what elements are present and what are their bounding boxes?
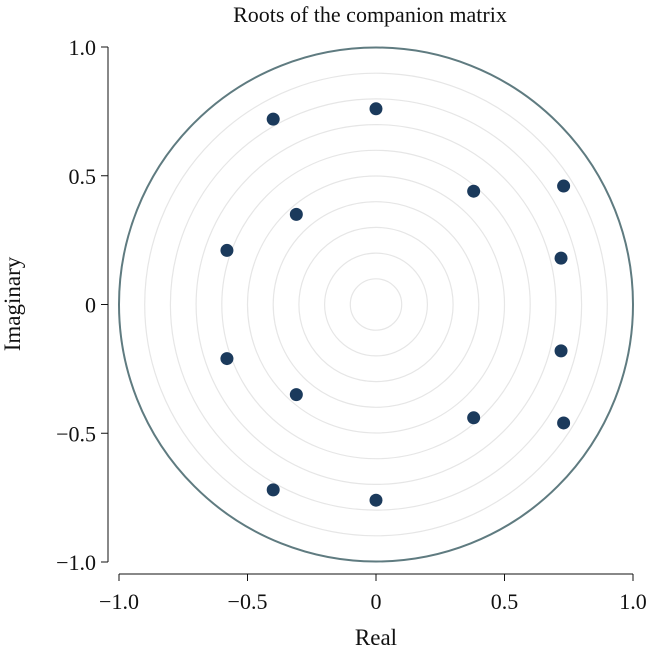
root-point	[467, 184, 481, 198]
root-point	[289, 207, 303, 221]
x-tick-label: −0.5	[228, 589, 268, 614]
y-axis-ticks: −1.0 −0.5 0 0.5 1.0	[56, 35, 108, 575]
grid-ring	[169, 98, 583, 511]
x-tick-label: 1.0	[619, 589, 647, 614]
x-axis-label: Real	[355, 625, 397, 650]
y-tick-label: −1.0	[56, 550, 96, 575]
y-tick-label: 0.5	[69, 164, 97, 189]
root-point	[554, 251, 568, 265]
y-tick-label: 1.0	[69, 35, 97, 60]
grid-ring	[272, 201, 480, 408]
grid-ring	[324, 252, 429, 357]
grid-rings	[144, 72, 608, 537]
chart-title: Roots of the companion matrix	[233, 2, 507, 27]
grid-ring	[349, 278, 403, 331]
root-point	[557, 416, 571, 430]
grid-ring	[298, 226, 454, 383]
x-tick-label: −1.0	[99, 589, 139, 614]
root-point	[369, 493, 383, 507]
root-point	[554, 344, 568, 358]
root-point	[369, 102, 383, 116]
plot-area	[118, 46, 634, 563]
x-tick-label: 0.5	[491, 589, 519, 614]
root-point	[220, 243, 234, 257]
root-points	[220, 102, 571, 507]
root-point	[289, 388, 303, 402]
root-point	[557, 179, 571, 193]
grid-ring	[221, 149, 531, 460]
grid-ring	[246, 175, 506, 434]
root-point	[266, 483, 280, 497]
grid-ring	[195, 124, 557, 485]
x-tick-label: 0	[371, 589, 382, 614]
y-tick-label: −0.5	[56, 421, 96, 446]
root-point	[266, 112, 280, 126]
root-point	[467, 411, 481, 425]
x-axis-ticks: −1.0 −0.5 0 0.5 1.0	[99, 574, 647, 614]
unit-circle	[118, 46, 634, 563]
y-axis-label: Imaginary	[0, 256, 25, 351]
grid-ring	[144, 72, 608, 537]
y-tick-label: 0	[85, 293, 96, 318]
root-point	[220, 352, 234, 366]
